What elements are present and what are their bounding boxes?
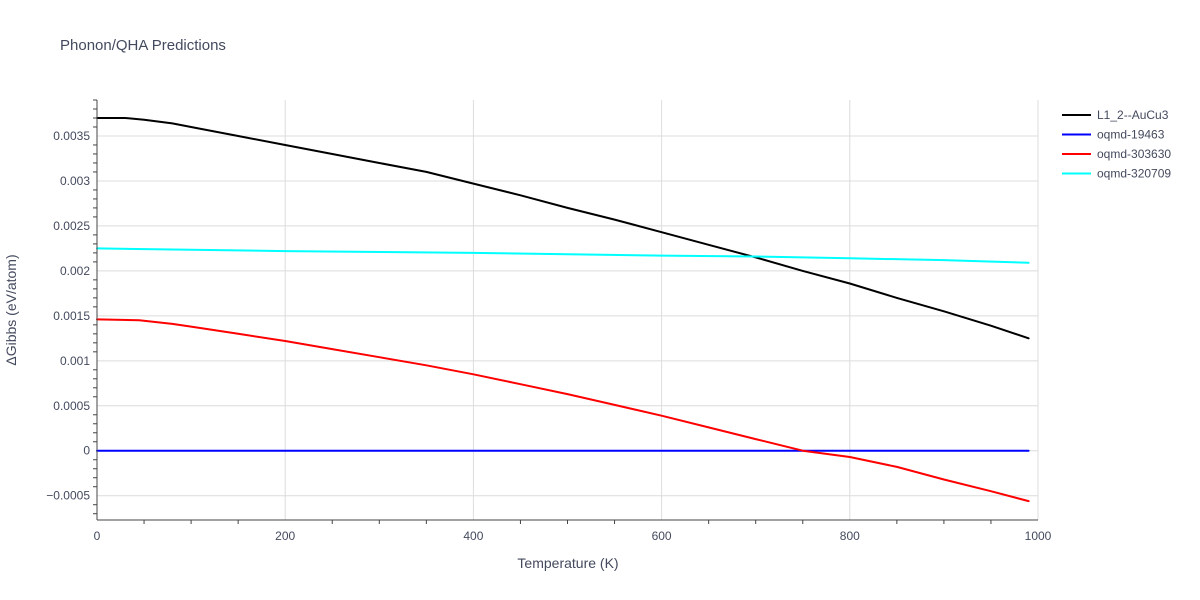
series-lines [96,117,1030,503]
series-line-oqmd-320709[interactable] [96,247,1030,264]
y-tick-label: 0.003 [60,174,90,188]
x-axis-title: Temperature (K) [517,555,618,571]
chart-title: Phonon/QHA Predictions [60,37,226,54]
legend-item[interactable]: L1_2--AuCu3 [1062,108,1169,122]
x-tick-label: 800 [840,529,860,543]
legend-item[interactable]: oqmd-320709 [1062,167,1171,181]
legend-label: oqmd-303630 [1097,147,1171,161]
tick-labels: 0 200 400 600 800 1000 −0.0005 0 0.0005 0.001 0.00… [46,129,1051,543]
x-tick-label: 1000 [1025,529,1052,543]
y-tick-label: 0.0035 [53,129,90,143]
grid-lines [97,100,1039,520]
y-tick-label: 0.0015 [53,309,90,323]
x-tick-label: 200 [275,529,295,543]
y-tick-label: 0.001 [60,354,90,368]
legend-item[interactable]: oqmd-19463 [1062,128,1165,142]
x-tick-label: 0 [94,529,101,543]
y-tick-label: −0.0005 [46,489,90,503]
y-tick-label: 0 [83,444,90,458]
series-line-l1-2-aucu3[interactable] [96,117,1030,340]
legend-label: oqmd-19463 [1097,128,1165,142]
y-tick-label: 0.002 [60,264,90,278]
series-line-oqmd-303630[interactable] [96,318,1030,503]
y-axis-title: ΔGibbs (eV/atom) [3,254,19,365]
legend[interactable]: L1_2--AuCu3 oqmd-19463 oqmd-303630 oqmd-320… [1062,108,1171,181]
y-tick-label: 0.0005 [53,399,90,413]
x-tick-label: 400 [463,529,483,543]
y-tick-label: 0.0025 [53,219,90,233]
legend-label: oqmd-320709 [1097,167,1171,181]
legend-item[interactable]: oqmd-303630 [1062,147,1171,161]
axes [93,99,1038,524]
legend-label: L1_2--AuCu3 [1097,108,1169,122]
x-tick-label: 600 [652,529,672,543]
